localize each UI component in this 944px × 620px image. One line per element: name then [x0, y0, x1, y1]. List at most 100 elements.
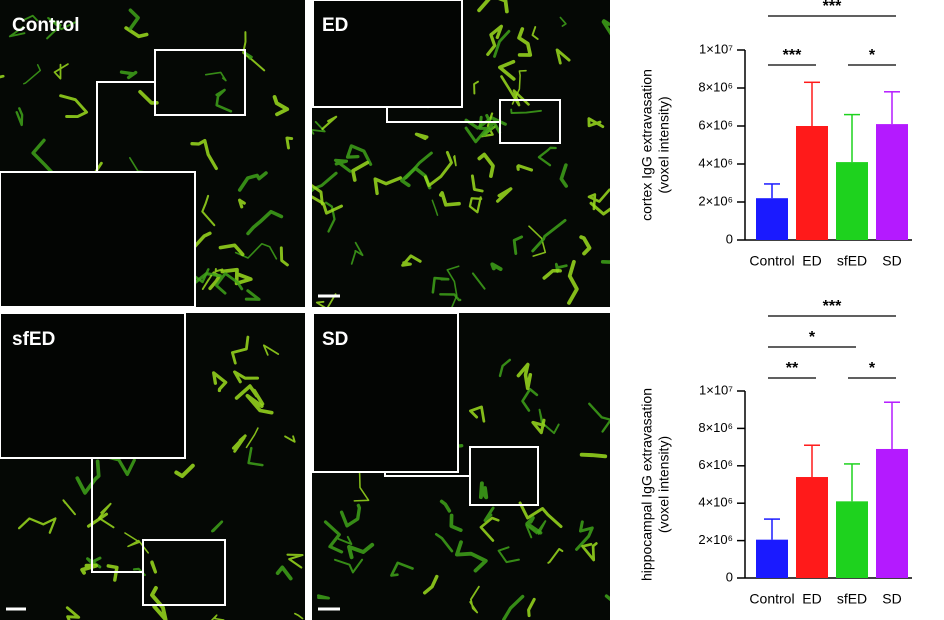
vessel	[15, 107, 24, 127]
vessel	[201, 194, 216, 227]
bar	[796, 126, 828, 240]
y-axis-label: (voxel intensity)	[656, 96, 672, 193]
vessel	[517, 27, 533, 57]
vessel	[414, 132, 429, 141]
vessel	[294, 612, 304, 620]
vessel	[423, 150, 453, 188]
vessel	[315, 293, 337, 307]
vessel	[190, 231, 212, 252]
vessel	[373, 176, 403, 196]
vessel	[350, 241, 364, 265]
vessel	[150, 586, 168, 620]
vessel	[233, 370, 260, 384]
vessel	[511, 69, 527, 105]
vessel	[53, 63, 69, 80]
vessel	[483, 506, 495, 522]
y-tick-label: 2×10⁶	[698, 532, 733, 547]
vessel	[600, 259, 610, 264]
vessel	[531, 218, 567, 253]
vessel	[454, 540, 488, 573]
vessel	[75, 459, 101, 495]
vessel	[516, 164, 534, 172]
scale-bars	[6, 294, 340, 611]
significance-label: **	[786, 360, 799, 377]
vessel	[31, 138, 58, 179]
vessel	[469, 405, 486, 423]
vessel	[587, 188, 610, 211]
vessel	[245, 427, 259, 449]
vessel	[470, 174, 484, 193]
vessel	[555, 48, 571, 65]
vessel	[559, 163, 568, 188]
vessel	[242, 31, 266, 72]
vessel	[106, 564, 119, 582]
significance-label: *	[869, 47, 876, 64]
vessel	[422, 574, 439, 595]
vessel	[439, 293, 462, 302]
vessel	[23, 64, 42, 85]
vessel	[495, 187, 513, 203]
panel-label: sfED	[12, 329, 55, 350]
vessel	[218, 243, 245, 257]
vessel	[473, 80, 479, 95]
inset	[312, 0, 463, 108]
vessel	[579, 452, 608, 459]
panel-label: ED	[322, 15, 348, 36]
vessel	[243, 51, 253, 60]
vessel	[498, 59, 516, 81]
x-tick-label: SD	[882, 591, 901, 607]
vessel	[333, 158, 352, 173]
vessel	[471, 272, 486, 290]
y-axis-label: (voxel intensity)	[656, 436, 672, 533]
vessel	[285, 136, 294, 150]
vessel	[333, 558, 364, 574]
vessel	[214, 268, 224, 273]
vessel	[500, 75, 530, 107]
vessel	[518, 501, 563, 529]
vessel	[247, 446, 264, 467]
vessel	[190, 138, 218, 171]
vessel	[22, 14, 39, 22]
vessel	[431, 199, 439, 216]
vessel	[238, 198, 246, 209]
vessel	[493, 29, 511, 58]
vessel	[245, 393, 274, 415]
vessel	[525, 516, 543, 535]
y-tick-label: 8×10⁶	[698, 420, 733, 435]
x-tick-label: sfED	[837, 591, 867, 607]
vessel	[479, 516, 500, 542]
vessel	[212, 371, 228, 393]
vessel	[201, 274, 213, 290]
significance-label: *	[809, 329, 816, 346]
vessel	[404, 151, 433, 180]
vessel	[246, 209, 284, 236]
inset	[312, 312, 459, 473]
vessel	[512, 235, 524, 255]
vessel	[531, 26, 539, 40]
vessel	[589, 201, 610, 216]
vessel	[542, 268, 562, 280]
vessel	[587, 117, 605, 129]
x-tick-label: sfED	[837, 253, 867, 269]
bar	[836, 501, 868, 578]
connector	[91, 458, 143, 573]
vessel	[527, 597, 536, 618]
x-tick-label: ED	[802, 253, 821, 269]
significance-label: ***	[823, 0, 842, 15]
vessel	[317, 594, 330, 600]
significance-label: ***	[823, 298, 842, 315]
vessel	[272, 95, 290, 117]
vessel	[477, 0, 509, 14]
y-tick-label: 8×10⁶	[698, 79, 733, 94]
vessel	[478, 481, 489, 500]
y-tick-label: 4×10⁶	[698, 495, 733, 510]
bar-chart: cortex IgG extravasation (voxel intensity…	[639, 0, 912, 269]
vessel	[347, 542, 375, 560]
vessel	[174, 463, 195, 479]
significance-label: ***	[783, 47, 802, 64]
vessel	[528, 225, 547, 257]
vessel	[65, 606, 81, 620]
vessel	[490, 262, 503, 272]
vessel	[284, 435, 296, 443]
connector	[96, 81, 155, 172]
